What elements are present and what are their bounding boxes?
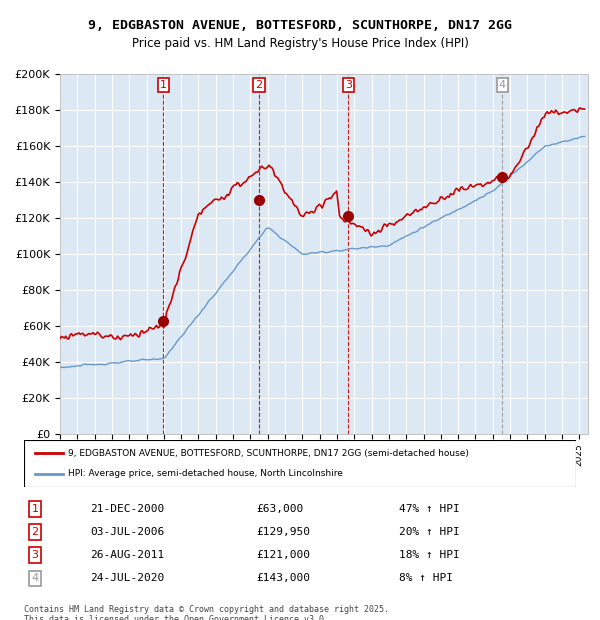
Text: 1: 1 (32, 504, 38, 514)
Text: 4: 4 (31, 574, 38, 583)
Text: 03-JUL-2006: 03-JUL-2006 (90, 527, 164, 537)
Text: £63,000: £63,000 (256, 504, 303, 514)
Text: £121,000: £121,000 (256, 550, 310, 560)
Text: 24-JUL-2020: 24-JUL-2020 (90, 574, 164, 583)
Text: Contains HM Land Registry data © Crown copyright and database right 2025.
This d: Contains HM Land Registry data © Crown c… (24, 604, 389, 620)
Text: 20% ↑ HPI: 20% ↑ HPI (400, 527, 460, 537)
Text: 1: 1 (160, 80, 167, 90)
Text: £129,950: £129,950 (256, 527, 310, 537)
Text: 18% ↑ HPI: 18% ↑ HPI (400, 550, 460, 560)
Text: 9, EDGBASTON AVENUE, BOTTESFORD, SCUNTHORPE, DN17 2GG: 9, EDGBASTON AVENUE, BOTTESFORD, SCUNTHO… (88, 19, 512, 32)
FancyBboxPatch shape (24, 440, 576, 487)
Text: 9, EDGBASTON AVENUE, BOTTESFORD, SCUNTHORPE, DN17 2GG (semi-detached house): 9, EDGBASTON AVENUE, BOTTESFORD, SCUNTHO… (68, 449, 469, 458)
Text: 47% ↑ HPI: 47% ↑ HPI (400, 504, 460, 514)
Text: 26-AUG-2011: 26-AUG-2011 (90, 550, 164, 560)
Text: 8% ↑ HPI: 8% ↑ HPI (400, 574, 454, 583)
Text: 2: 2 (256, 80, 263, 90)
Text: Price paid vs. HM Land Registry's House Price Index (HPI): Price paid vs. HM Land Registry's House … (131, 37, 469, 50)
Text: 3: 3 (32, 550, 38, 560)
Text: 21-DEC-2000: 21-DEC-2000 (90, 504, 164, 514)
Text: 3: 3 (345, 80, 352, 90)
Text: 4: 4 (499, 80, 506, 90)
Text: HPI: Average price, semi-detached house, North Lincolnshire: HPI: Average price, semi-detached house,… (68, 469, 343, 478)
Text: 2: 2 (31, 527, 38, 537)
Text: £143,000: £143,000 (256, 574, 310, 583)
